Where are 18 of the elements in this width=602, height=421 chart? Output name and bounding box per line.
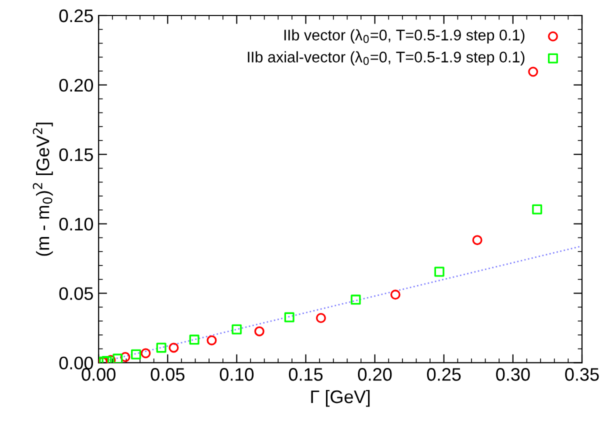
- x-tick-label: 0.25: [427, 368, 461, 381]
- x-tick-label: 0.15: [288, 368, 323, 381]
- legend-label: IIb axial-vector (λ$_{0}$=0, T=0.5-1.9 step 0.1): [248, 51, 524, 66]
- x-tick-label: 0.10: [220, 368, 254, 381]
- x-tick-label: 0.00: [82, 368, 116, 381]
- y-tick-label: 0.10: [59, 218, 94, 231]
- x-tick-label: 0.35: [565, 368, 599, 381]
- x-tick-label: 0.20: [358, 368, 392, 381]
- legend-label: IIb vector (λ$_{0}$=0, T=0.5-1.9 step 0.1): [284, 29, 524, 44]
- y-tick-label: 0.05: [59, 287, 93, 300]
- y-tick-label: 0.15: [59, 148, 93, 162]
- x-tick-label: 0.05: [150, 368, 184, 381]
- x-axis-title: Γ [GeV]: [311, 390, 370, 407]
- y-tick-label: 0.20: [59, 78, 94, 92]
- y-tick-label: 0.00: [59, 356, 94, 370]
- y-tick-label: 0.25: [59, 9, 93, 22]
- y-axis-title: (m - m$_{0}$)$^{2}$ [GeV$^{2}$]: [32, 122, 53, 256]
- x-tick-label: 0.30: [496, 368, 530, 381]
